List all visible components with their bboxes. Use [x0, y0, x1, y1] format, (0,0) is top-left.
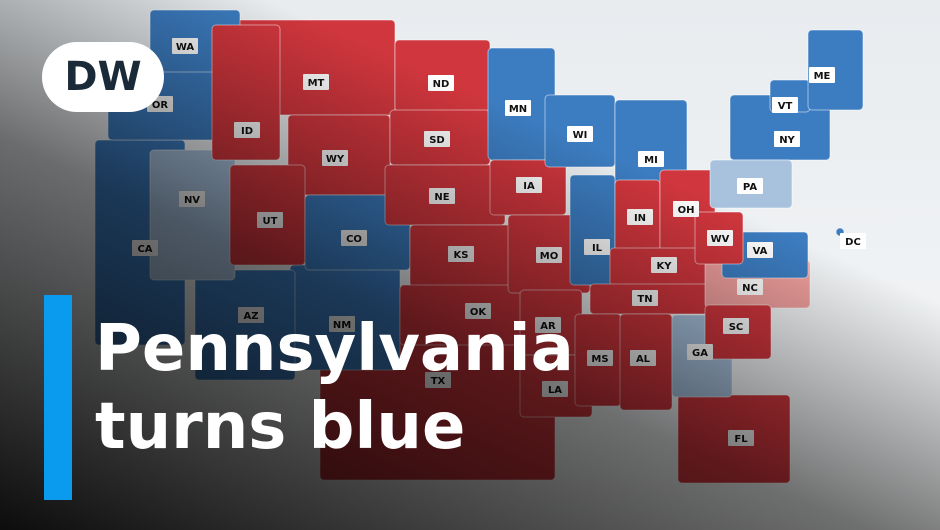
headline-line: Pennsylvania — [95, 312, 574, 386]
logo[interactable]: DW — [42, 42, 164, 112]
headline-line: turns blue — [95, 390, 466, 464]
headline: Pennsylvania turns blue — [95, 310, 574, 466]
accent-bar — [44, 295, 72, 500]
